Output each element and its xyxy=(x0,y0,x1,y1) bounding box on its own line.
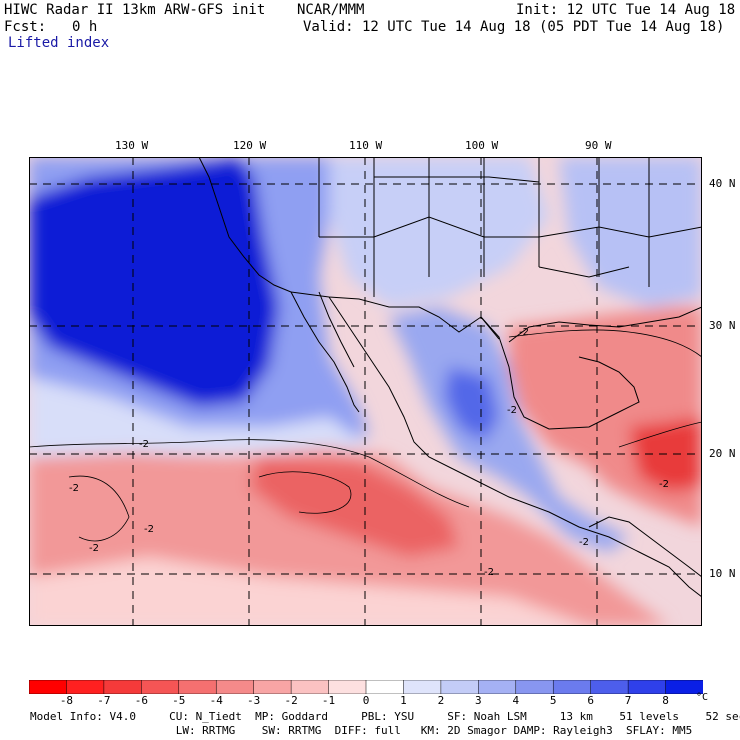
colorbar-swatch xyxy=(178,680,217,694)
colorbar-swatch xyxy=(365,680,405,694)
colorbar-tick-label: -5 xyxy=(172,694,186,707)
colorbar-swatch xyxy=(215,680,255,694)
lon-label-130w: 130 W xyxy=(115,139,149,152)
colorbar-swatch xyxy=(290,680,330,694)
lon-label-110w: 110 W xyxy=(349,139,383,152)
lat-label-30n: 30 N xyxy=(709,319,736,332)
contour-label: -2 xyxy=(69,483,79,494)
colorbar-tick-label: -3 xyxy=(247,694,261,707)
lat-lon-grid xyxy=(29,157,702,626)
colorbar-tick-label: -4 xyxy=(209,694,223,707)
baja-coast xyxy=(290,291,360,413)
lat-label-40n: 40 N xyxy=(709,177,736,190)
colorbar-swatch xyxy=(515,680,554,694)
colorbar-unit: °C xyxy=(696,692,709,703)
colorbar-swatch xyxy=(403,680,442,694)
lon-label-90w: 90 W xyxy=(585,139,612,152)
colorbar-swatch xyxy=(66,680,105,694)
central-america xyxy=(588,516,702,578)
contour-labels: -2 -2 -2 -2 -2 -2 -2 -2 -2 xyxy=(69,327,669,578)
colorbar-tick-label: 8 xyxy=(662,694,669,707)
map-frame xyxy=(29,157,702,626)
init-time: Init: 12 UTC Tue 14 Aug 18 xyxy=(516,2,736,18)
contour-label: -2 xyxy=(484,567,494,578)
colorbar-swatch xyxy=(478,680,517,694)
colorbar-swatch xyxy=(552,680,592,694)
colorbar-swatch xyxy=(253,680,292,694)
contour-label: -2 xyxy=(579,537,589,548)
colorbar-tick-label: -6 xyxy=(134,694,148,707)
colorbar-swatch xyxy=(29,680,68,694)
lat-label-20n: 20 N xyxy=(709,447,736,460)
gulf-coast xyxy=(480,316,640,430)
colorbar-tick-label: -2 xyxy=(284,694,298,707)
colorbar-tick-label: -8 xyxy=(59,694,74,707)
east-us-light-blue xyxy=(559,157,702,307)
lifted-index-map: -2 -2 -2 -2 -2 -2 -2 -2 -2 xyxy=(29,157,702,626)
colorbar-tick-label: 7 xyxy=(624,694,632,707)
us-mexico-border xyxy=(290,291,500,340)
colorbar-tick-label: -1 xyxy=(321,694,336,707)
pacific-stable-core xyxy=(29,157,279,407)
contour-label: -2 xyxy=(139,439,149,450)
lon-label-100w: 100 W xyxy=(465,139,499,152)
colorbar-tick-label: 2 xyxy=(437,694,445,707)
colorbar-swatch xyxy=(627,680,667,694)
colorbar-swatch xyxy=(141,680,180,694)
colorbar-tick-label: 5 xyxy=(549,694,557,707)
contour-label: -2 xyxy=(507,405,517,416)
colorbar-tick-label: 1 xyxy=(400,694,407,707)
colorbar-tick-label: 3 xyxy=(475,694,482,707)
pacific-pale xyxy=(29,377,369,457)
us-west-coast xyxy=(198,157,292,293)
contour-2 xyxy=(68,475,130,542)
contour-5 xyxy=(618,421,702,448)
contour-3 xyxy=(258,471,352,514)
contour-1 xyxy=(29,439,470,508)
baja-gulf-side xyxy=(318,291,355,368)
model-info-line2: LW: RRTMG SW: RRTMG DIFF: full KM: 2D Sm… xyxy=(30,724,693,737)
colorbar-tick-label: -7 xyxy=(97,694,111,707)
model-info-line1: Model Info: V4.0 CU: N_Tiedt MP: Goddard… xyxy=(30,710,740,723)
west-us-light-blue xyxy=(329,157,549,307)
mexico-stable-core xyxy=(444,367,499,442)
valid-time: Valid: 12 UTC Tue 14 Aug 18 (05 PDT Tue … xyxy=(303,19,725,35)
us-gulf-coast xyxy=(508,306,702,343)
contour-label: -2 xyxy=(89,543,99,554)
fcst-label: Fcst: xyxy=(4,19,47,35)
coastlines-borders xyxy=(198,157,702,598)
colorbar-swatch xyxy=(590,680,629,694)
contour-label: -2 xyxy=(144,524,154,535)
contour-label: -2 xyxy=(659,479,669,490)
contour-label: -2 xyxy=(519,327,529,338)
contour-4 xyxy=(508,329,702,358)
fcst-value: 0 h xyxy=(72,19,98,35)
state-borders-2 xyxy=(319,176,702,278)
colorbar-swatch xyxy=(665,680,703,694)
field-name: Lifted index xyxy=(8,35,110,51)
model-title: HIWC Radar II 13km ARW-GFS init xyxy=(4,2,266,18)
colorbar xyxy=(29,680,703,694)
colorbar-swatch xyxy=(103,680,143,694)
contours xyxy=(29,329,702,542)
colorbar-swatch xyxy=(328,680,367,694)
colorbar-tick-label: 4 xyxy=(512,694,520,707)
mexico-pacific-coast xyxy=(328,296,702,598)
colorbar-tick-label: 0 xyxy=(362,694,370,707)
colorbar-tick-label: 6 xyxy=(587,694,594,707)
lat-label-10n: 10 N xyxy=(709,567,736,580)
org-label: NCAR/MMM xyxy=(297,2,365,18)
tropical-pacific-core xyxy=(249,457,459,557)
colorbar-swatch xyxy=(440,680,480,694)
lon-label-120w: 120 W xyxy=(233,139,267,152)
